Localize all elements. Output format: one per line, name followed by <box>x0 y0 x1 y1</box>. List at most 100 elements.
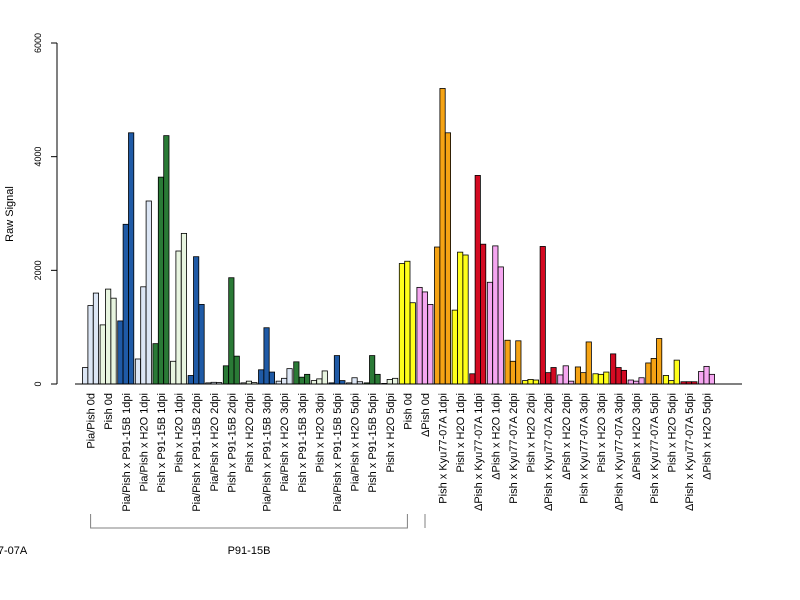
bar <box>585 341 592 385</box>
bar <box>662 375 669 385</box>
category-label: Pish x H2O 3dpi <box>596 393 608 472</box>
bar <box>180 232 188 385</box>
bar <box>140 286 147 385</box>
group-bracket <box>90 514 408 529</box>
bar <box>163 135 170 385</box>
bar <box>369 355 376 385</box>
bar <box>550 367 557 385</box>
bar <box>87 305 94 385</box>
y-tick-label: 4000 <box>33 147 43 167</box>
bar <box>486 281 493 385</box>
category-label: Pia/Pish 0d <box>86 393 98 449</box>
bar <box>92 292 100 385</box>
bar <box>198 304 205 385</box>
category-label: Pish x P91-15B 2dpi <box>226 393 238 493</box>
bar <box>527 379 534 385</box>
category-label: Pish x Kyu77-07A 2dpi <box>508 393 520 504</box>
bar <box>474 175 481 385</box>
bar <box>627 379 634 385</box>
category-label: ΔPish x Kyu77-07A 2dpi <box>543 393 555 511</box>
bar <box>258 369 265 385</box>
bar <box>574 366 581 385</box>
bars-layer <box>82 88 715 385</box>
bar <box>545 372 552 385</box>
bar <box>333 355 340 385</box>
bar <box>110 297 117 385</box>
bar <box>170 360 177 385</box>
group-brackets: P91-15B Kyu77-07A <box>0 514 426 557</box>
bar <box>434 246 441 385</box>
bar <box>228 277 235 385</box>
bar <box>562 365 569 385</box>
bar <box>99 324 106 385</box>
bar <box>157 176 165 385</box>
bar <box>539 246 546 385</box>
category-label: Pish x H2O 2dpi <box>526 393 538 472</box>
bar <box>580 372 587 385</box>
bar <box>122 223 129 385</box>
bar <box>532 379 539 385</box>
category-labels: Pia/Pish 0d Pish 0d Pia/Pish x P91-15B 1dp… <box>86 393 714 512</box>
bar <box>439 88 446 385</box>
bar <box>145 200 152 385</box>
bar <box>427 304 434 385</box>
bar <box>316 378 323 385</box>
bar <box>351 377 358 385</box>
y-axis-title: Raw Signal <box>4 186 16 242</box>
bar <box>386 379 393 385</box>
bar <box>421 291 428 385</box>
category-label: ΔPish x Kyu77-07A 5dpi <box>684 393 696 511</box>
bar <box>374 373 381 385</box>
bar <box>603 371 610 385</box>
category-label: Pia/Pish x H2O 2dpi <box>209 393 221 491</box>
bar <box>298 376 305 385</box>
bar <box>268 371 275 385</box>
category-label: Pish x P91-15B 5dpi <box>367 393 379 493</box>
category-label: ΔPish x H2O 5dpi <box>702 393 714 480</box>
bar <box>615 367 622 385</box>
bar <box>409 302 416 385</box>
bar <box>515 340 522 385</box>
category-label: Pish x H2O 3dpi <box>314 393 326 472</box>
bar <box>193 256 200 385</box>
category-label: ΔPish x H2O 2dpi <box>561 393 573 480</box>
bar <box>497 266 504 385</box>
bar <box>398 263 405 385</box>
y-axis: 0 2000 4000 6000 <box>33 33 58 387</box>
group-label: Kyu77-07A <box>0 545 28 557</box>
bar <box>175 250 182 385</box>
category-label: Pish x P91-15B 1dpi <box>156 393 168 493</box>
bar <box>698 371 705 385</box>
category-label: Pish x H2O 1dpi <box>455 393 467 472</box>
category-label: ΔPish x H2O 3dpi <box>631 393 643 480</box>
bar <box>187 375 194 385</box>
category-label: Pia/Pish x H2O 5dpi <box>350 393 362 491</box>
bar <box>509 360 516 385</box>
bar <box>673 359 680 385</box>
bar <box>304 373 311 385</box>
bar <box>522 380 529 385</box>
category-label: ΔPish x Kyu77-07A 3dpi <box>614 393 626 511</box>
category-label: Pia/Pish x P91-15B 2dpi <box>191 393 203 512</box>
bar <box>404 260 411 385</box>
category-label: Pia/Pish x P91-15B 1dpi <box>121 393 133 512</box>
category-label: Pish x Kyu77-07A 1dpi <box>438 393 450 504</box>
bar <box>444 132 451 385</box>
category-label: Pish 0d <box>103 393 115 430</box>
category-label: Pish x H2O 5dpi <box>666 393 678 472</box>
bar <box>656 338 663 385</box>
bar <box>281 377 288 385</box>
bar <box>152 343 159 385</box>
bar <box>462 254 469 385</box>
group-label: P91-15B <box>228 545 271 557</box>
bar <box>321 370 328 385</box>
bar <box>416 286 423 385</box>
bar <box>451 309 458 385</box>
bar <box>469 373 476 385</box>
bar <box>222 365 230 385</box>
y-tick-label: 0 <box>33 381 43 386</box>
category-label: ΔPish x H2O 1dpi <box>490 393 502 480</box>
category-label: Pia/Pish x P91-15B 5dpi <box>332 393 344 512</box>
bar <box>339 380 346 385</box>
bar <box>668 380 675 385</box>
